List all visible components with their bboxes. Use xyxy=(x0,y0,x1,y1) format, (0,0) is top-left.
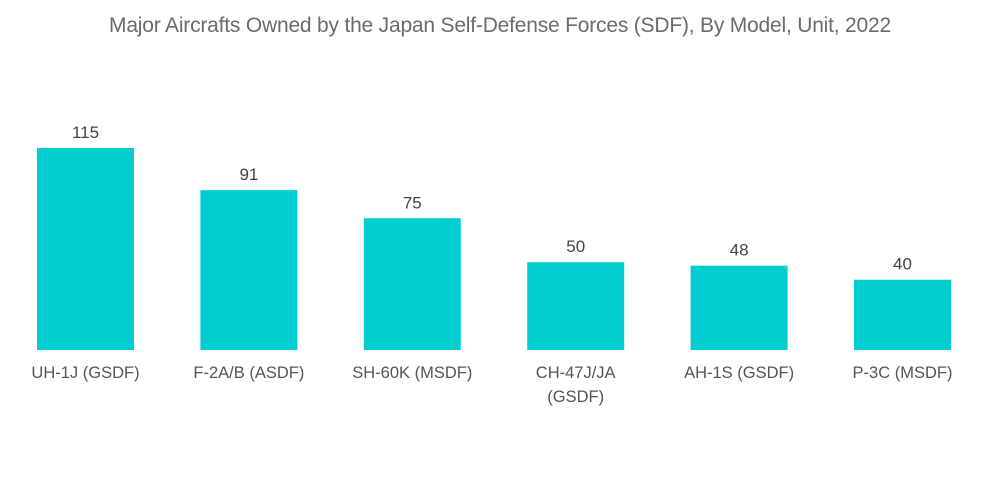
bar xyxy=(854,279,951,350)
chart-title: Major Aircrafts Owned by the Japan Self-… xyxy=(109,14,891,37)
bar xyxy=(37,148,134,350)
x-tick-label: P-3C (MSDF) xyxy=(853,364,953,382)
x-tick-label: SH-60K (MSDF) xyxy=(352,364,472,382)
x-tick-label: F-2A/B (ASDF) xyxy=(193,364,304,382)
bar xyxy=(527,262,625,350)
bar xyxy=(200,190,298,350)
x-tick-label: AH-1S (GSDF) xyxy=(684,364,794,382)
x-tick-label: (GSDF) xyxy=(547,388,604,406)
bar xyxy=(690,265,788,350)
data-label: 75 xyxy=(403,193,422,212)
x-tick-label: CH-47J/JA xyxy=(536,364,616,382)
x-tick-label: UH-1J (GSDF) xyxy=(31,364,139,382)
bar xyxy=(363,218,461,350)
data-label: 115 xyxy=(72,123,99,142)
data-label: 48 xyxy=(730,241,749,260)
data-label: 50 xyxy=(566,237,585,256)
data-label: 40 xyxy=(893,255,912,274)
data-label: 91 xyxy=(239,165,258,184)
